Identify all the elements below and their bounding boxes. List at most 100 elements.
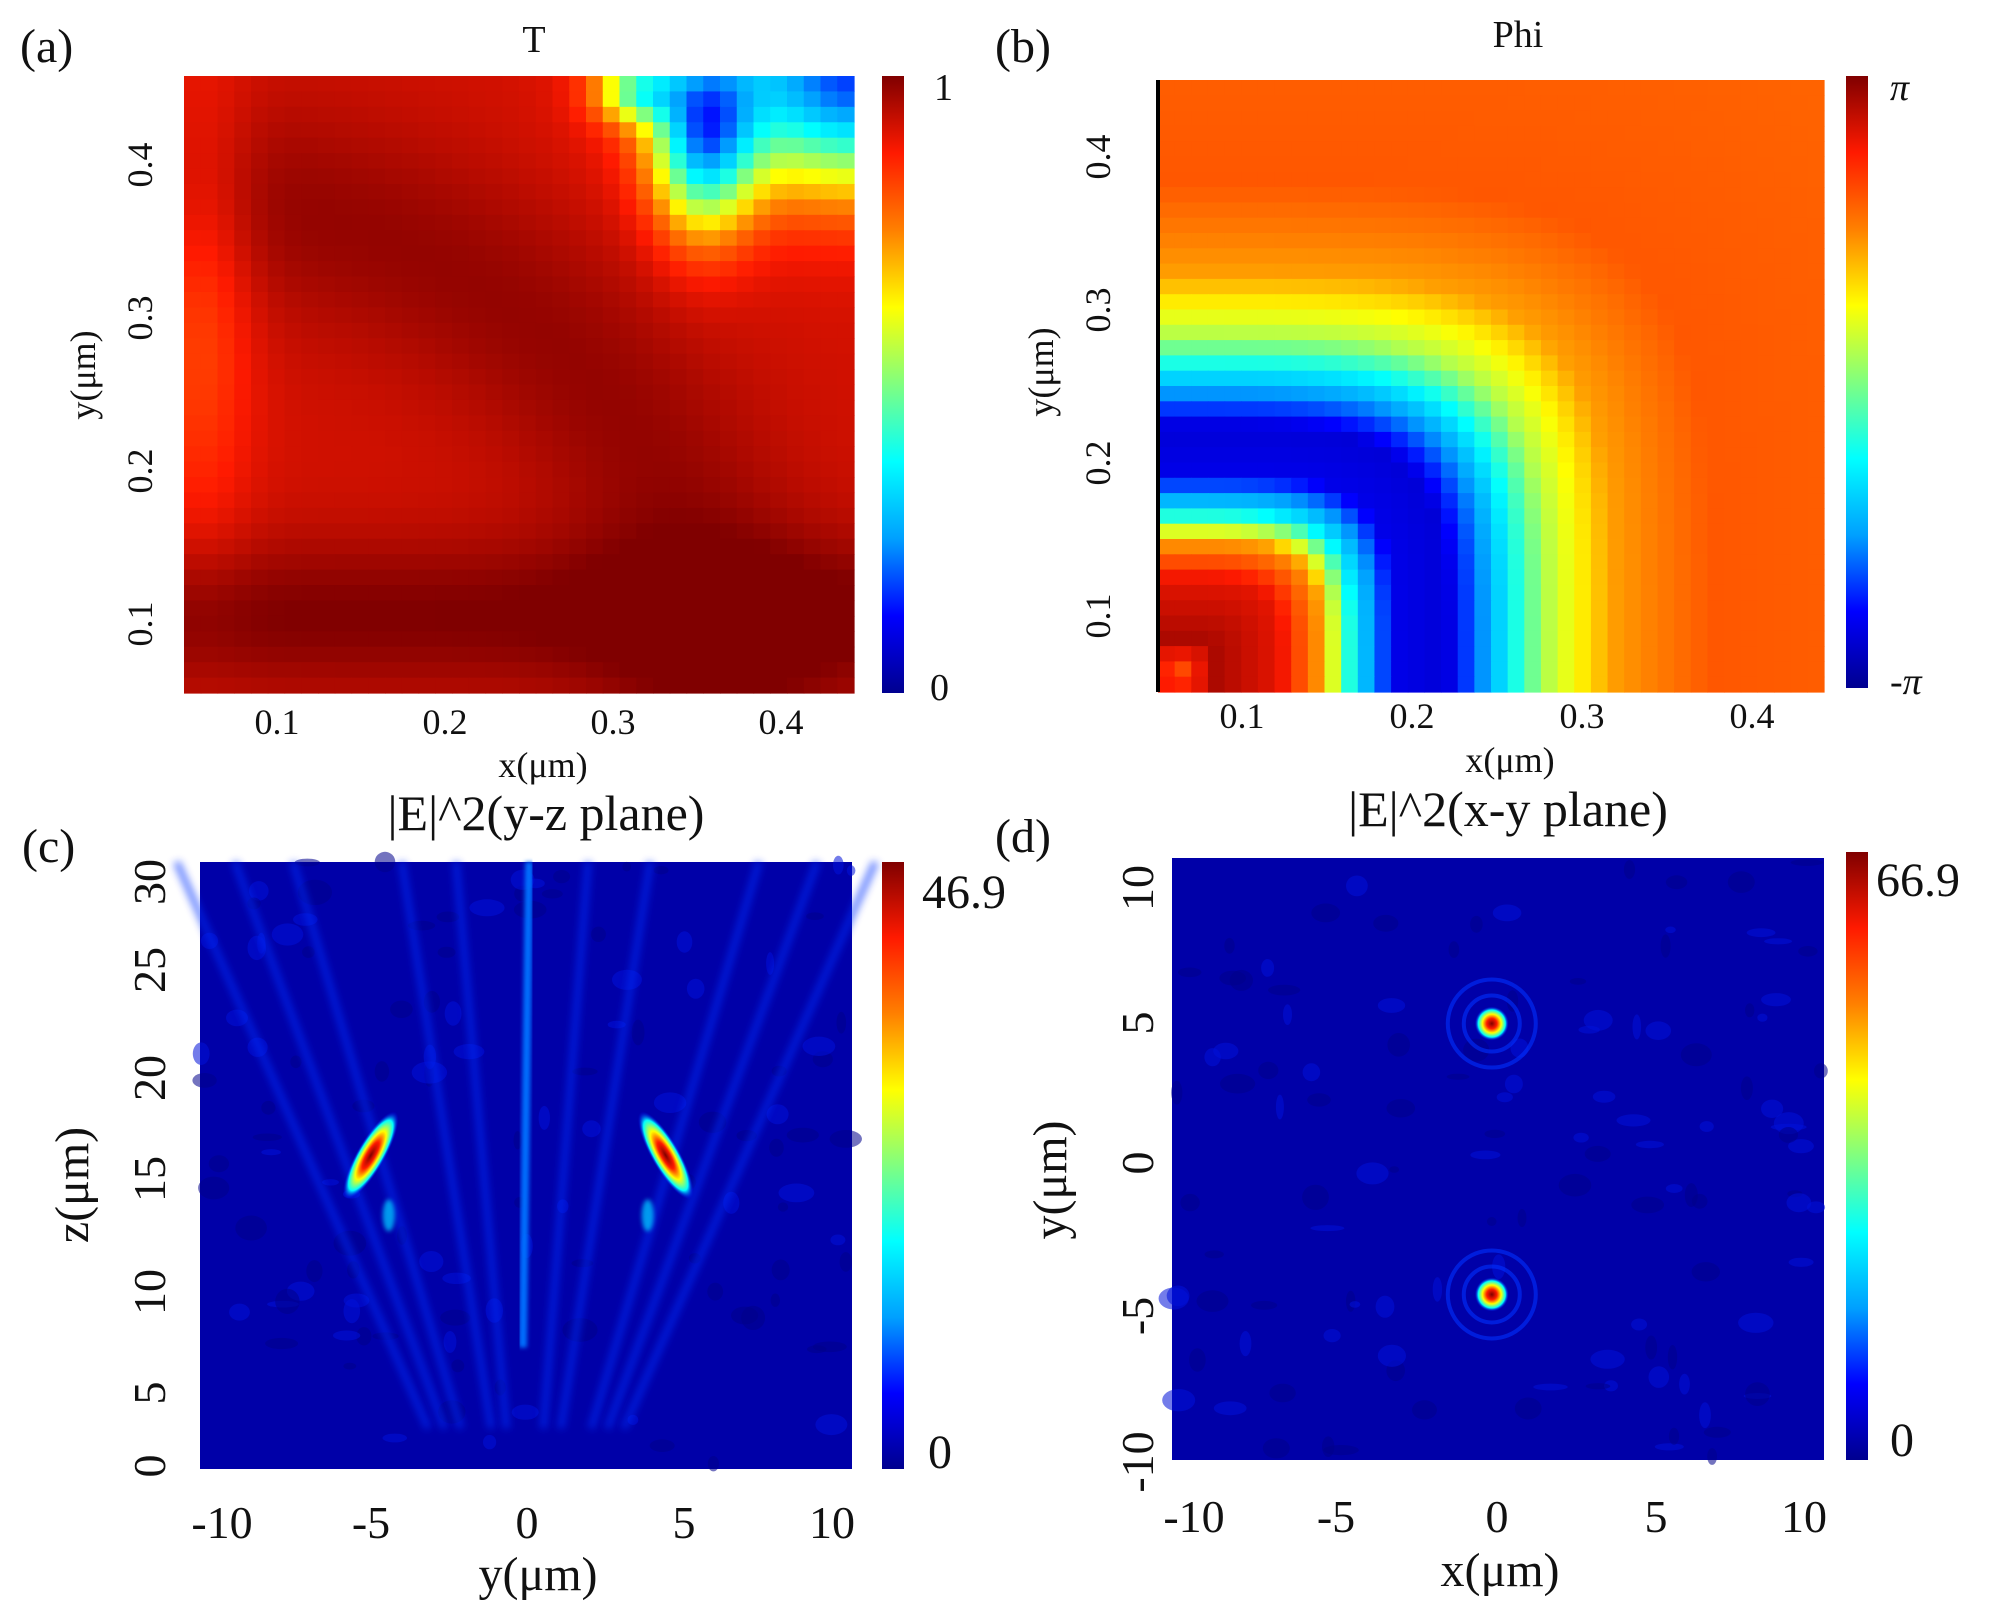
field-d-speckle xyxy=(1196,1290,1229,1312)
heatmap-cell xyxy=(318,523,336,540)
heatmap-cell xyxy=(267,585,286,602)
heatmap-cell xyxy=(234,384,252,401)
heatmap-cell xyxy=(401,569,420,586)
heatmap-cell xyxy=(1507,416,1525,433)
heatmap-cell xyxy=(820,492,838,509)
heatmap-cell xyxy=(318,384,336,401)
heatmap-cell xyxy=(217,415,235,432)
heatmap-cell xyxy=(787,91,805,108)
heatmap-cell xyxy=(1740,630,1758,647)
heatmap-cell xyxy=(787,430,805,447)
heatmap-cell xyxy=(1707,539,1725,555)
heatmap-cell xyxy=(619,353,637,370)
heatmap-cell xyxy=(1274,278,1292,295)
heatmap-cell xyxy=(1657,539,1675,555)
y-tick-b-2: 0.2 xyxy=(1078,441,1118,486)
heatmap-cell xyxy=(569,384,587,401)
heatmap-cell xyxy=(318,461,336,478)
heatmap-cell xyxy=(837,230,855,247)
heatmap-cell xyxy=(1474,401,1492,418)
heatmap-cell xyxy=(1257,676,1276,693)
heatmap-cell xyxy=(1624,294,1642,311)
heatmap-cell xyxy=(1657,95,1675,112)
heatmap-cell xyxy=(569,446,587,463)
heatmap-cell xyxy=(770,662,788,679)
heatmap-cell xyxy=(1158,278,1176,295)
heatmap-cell xyxy=(368,477,386,494)
heatmap-cell xyxy=(1241,416,1259,433)
heatmap-cell xyxy=(669,646,688,663)
heatmap-cell xyxy=(1757,447,1775,464)
heatmap-cell xyxy=(1674,217,1692,234)
heatmap-cell xyxy=(1707,386,1725,402)
heatmap-cell xyxy=(1640,401,1659,418)
heatmap-cell xyxy=(1574,554,1592,571)
heatmap-cell xyxy=(485,600,503,617)
heatmap-cell xyxy=(1191,233,1209,249)
heatmap-cell xyxy=(1807,523,1825,540)
heatmap-cell xyxy=(1407,539,1425,555)
heatmap-cell xyxy=(184,153,202,170)
heatmap-cell xyxy=(753,199,771,216)
heatmap-cell xyxy=(1174,370,1192,387)
heatmap-cell xyxy=(1557,171,1575,188)
heatmap-cell xyxy=(1524,110,1542,127)
heatmap-cell xyxy=(452,538,470,555)
heatmap-cell xyxy=(418,461,436,478)
heatmap-cell xyxy=(1657,324,1675,341)
heatmap-cell xyxy=(1724,141,1742,158)
heatmap-cell xyxy=(1740,294,1758,311)
heatmap-cell xyxy=(1624,217,1642,234)
heatmap-cell xyxy=(636,338,654,355)
heatmap-cell xyxy=(1457,630,1475,647)
heatmap-cell xyxy=(1540,523,1559,540)
heatmap-cell xyxy=(1257,80,1276,96)
heatmap-cell xyxy=(1491,171,1509,188)
heatmap-cell xyxy=(301,261,319,278)
heatmap-cell xyxy=(535,507,554,524)
heatmap-cell xyxy=(535,569,554,586)
field-d-speckle xyxy=(1307,1093,1331,1107)
heatmap-cell xyxy=(736,677,755,694)
heatmap-cell xyxy=(1540,661,1559,678)
heatmap-cell xyxy=(1257,370,1276,387)
heatmap-cell xyxy=(200,662,219,679)
heatmap-cell xyxy=(636,230,654,247)
heatmap-cell xyxy=(284,384,302,401)
heatmap-cell xyxy=(1341,630,1359,647)
heatmap-cell xyxy=(334,461,353,478)
heatmap-cell xyxy=(820,230,838,247)
heatmap-cell xyxy=(435,291,453,308)
heatmap-cell xyxy=(770,399,788,416)
heatmap-cell xyxy=(1457,324,1475,341)
heatmap-cell xyxy=(1807,447,1825,464)
heatmap-cell xyxy=(1257,324,1276,341)
heatmap-cell xyxy=(720,554,738,571)
heatmap-cell xyxy=(1441,584,1459,601)
heatmap-cell xyxy=(401,153,420,170)
heatmap-cell xyxy=(1457,233,1475,249)
heatmap-cell xyxy=(753,677,771,694)
heatmap-cell xyxy=(200,369,219,386)
heatmap-cell xyxy=(1807,539,1825,555)
heatmap-cell xyxy=(1174,584,1192,601)
heatmap-cell xyxy=(720,168,738,185)
heatmap-cell xyxy=(200,677,219,694)
heatmap-cell xyxy=(418,646,436,663)
heatmap-cell xyxy=(1441,676,1459,693)
heatmap-cell xyxy=(1474,355,1492,372)
heatmap-cell xyxy=(1807,386,1825,402)
heatmap-cell xyxy=(234,615,252,632)
heatmap-cell xyxy=(1524,202,1542,219)
heatmap-cell xyxy=(1224,386,1242,402)
heatmap-cell xyxy=(1291,539,1309,555)
heatmap-cell xyxy=(636,446,654,463)
heatmap-cell xyxy=(1790,171,1808,188)
field-c-speckle xyxy=(513,1131,522,1150)
heatmap-cell xyxy=(1491,401,1509,418)
heatmap-cell xyxy=(1690,233,1709,249)
field-c-speckle xyxy=(411,1061,448,1084)
heatmap-cell xyxy=(720,276,738,293)
heatmap-cell xyxy=(1474,324,1492,341)
heatmap-cell xyxy=(385,199,403,216)
